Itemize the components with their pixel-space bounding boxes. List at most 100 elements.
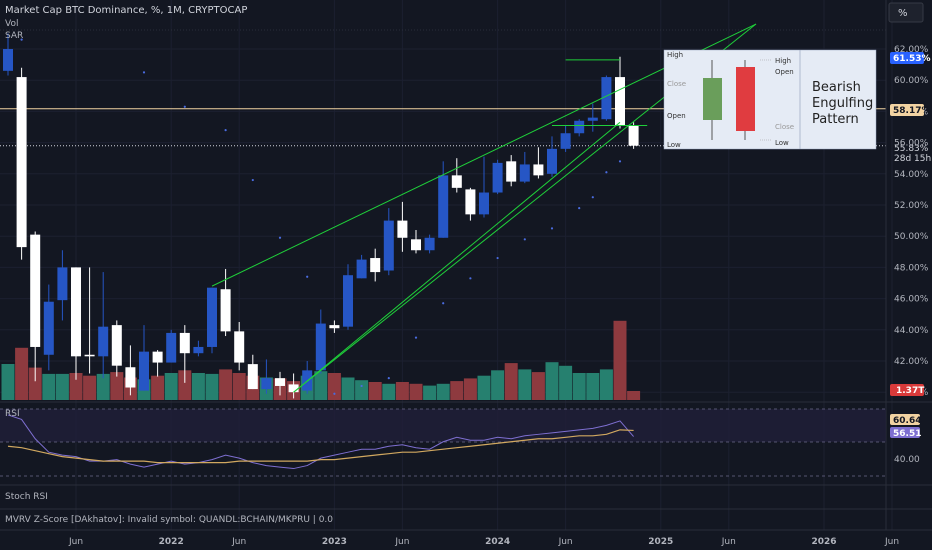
- sar-dot: [414, 336, 418, 339]
- candle: [615, 56, 625, 129]
- candle: [492, 159, 503, 195]
- time-tick: Jun: [394, 537, 409, 547]
- candle-body: [438, 175, 449, 238]
- badge-high: 61.53%: [893, 54, 931, 64]
- time-tick: 2025: [648, 537, 673, 547]
- rsi-pane[interactable]: RSI 60.64 56.51 40.00: [0, 408, 921, 477]
- time-tick: 2026: [811, 537, 836, 547]
- rsi-tick: 40.00: [894, 455, 920, 465]
- mvrv-label[interactable]: MVRV Z-Score [DAkhatov]: Invalid symbol:…: [5, 515, 333, 525]
- candle-body: [57, 267, 68, 301]
- candle: [315, 309, 326, 374]
- candle: [479, 156, 489, 218]
- candle-body: [601, 77, 612, 120]
- candle: [533, 147, 544, 179]
- time-axis[interactable]: Jun 2022 Jun 2023 Jun 2024 Jun 2025 Jun 2026 Jun: [68, 537, 899, 547]
- pattern-right-open: Open: [775, 68, 794, 76]
- candle: [193, 340, 204, 357]
- pattern-box: High Close Open Low High Open Close Low …: [663, 49, 877, 150]
- stoch-rsi-label[interactable]: Stoch RSI: [5, 492, 48, 502]
- candles[interactable]: [3, 33, 639, 399]
- sar-dot: [387, 377, 390, 380]
- time-tick: 2023: [322, 537, 347, 547]
- volume-bar: [164, 373, 178, 400]
- volume-bar: [613, 320, 627, 400]
- candle-body: [574, 120, 585, 134]
- candle: [438, 161, 449, 238]
- candle-body: [71, 267, 81, 357]
- rsi-ma-line: [7, 429, 634, 464]
- volume-bar: [518, 369, 532, 400]
- volume-bar: [436, 383, 450, 400]
- candle-body: [166, 332, 177, 363]
- pattern-right-high: High: [775, 57, 791, 65]
- sar-dot: [591, 196, 594, 199]
- price-axis[interactable]: 40.00%42.00%44.00%46.00%48.00%50.00%52.0…: [894, 45, 929, 398]
- sar-dot: [523, 238, 526, 241]
- candle-body: [261, 378, 272, 390]
- rsi-label[interactable]: RSI: [5, 409, 20, 419]
- candle-body: [479, 192, 489, 215]
- volume-bar: [586, 373, 600, 400]
- sar-dot: [469, 277, 472, 280]
- pattern-title-1: Bearish: [812, 80, 861, 95]
- volume-bar: [395, 382, 409, 400]
- percent-button[interactable]: %: [888, 2, 924, 23]
- candle: [247, 354, 258, 390]
- volume-bar: [15, 347, 29, 400]
- candle-body: [84, 354, 95, 357]
- candle: [275, 371, 285, 396]
- candle-body: [193, 346, 204, 354]
- candle: [424, 234, 435, 254]
- time-tick: Jun: [558, 537, 573, 547]
- trend-line: [293, 121, 621, 393]
- candle-body: [465, 189, 476, 215]
- volume-bar: [409, 383, 423, 400]
- candle: [370, 248, 381, 282]
- candle-body: [615, 77, 625, 126]
- candle-body: [275, 378, 285, 386]
- vol-label[interactable]: Vol: [5, 19, 18, 29]
- candle: [560, 125, 571, 152]
- volume-bar: [96, 373, 110, 400]
- volume-bar: [477, 375, 491, 400]
- candle-body: [587, 117, 598, 121]
- candle: [574, 119, 585, 137]
- candle: [16, 67, 27, 260]
- candle-body: [506, 161, 517, 182]
- candle-body: [3, 49, 13, 71]
- sar-dot: [306, 275, 309, 278]
- volume-bar: [327, 373, 341, 400]
- sar-dot: [578, 207, 581, 210]
- candle: [220, 268, 231, 337]
- price-tick: 52.00%: [894, 201, 929, 211]
- candle-body: [315, 323, 326, 371]
- candle: [411, 229, 421, 254]
- candle: [30, 231, 41, 382]
- volume-bar: [463, 378, 477, 400]
- volume-bar: [178, 370, 192, 400]
- candle: [152, 350, 163, 377]
- candle-body: [139, 351, 149, 391]
- pattern-right-low: Low: [775, 139, 789, 147]
- volume-bar: [28, 367, 42, 400]
- candle: [111, 320, 122, 377]
- pattern-title-2: Engulfing: [812, 96, 873, 111]
- volume-bar: [232, 373, 246, 400]
- volume-bar: [599, 369, 613, 400]
- percent-button-label[interactable]: %: [898, 8, 908, 19]
- sar-label[interactable]: SAR: [5, 31, 23, 41]
- candle: [125, 345, 136, 396]
- volume-bar: [450, 381, 464, 400]
- badge-volume: 1.37T: [896, 386, 925, 396]
- time-tick: Jun: [231, 537, 246, 547]
- candle: [139, 325, 149, 391]
- candle: [57, 250, 68, 321]
- candle: [207, 287, 217, 354]
- candle-body: [356, 259, 367, 279]
- candle: [179, 325, 190, 383]
- candle-body: [519, 164, 530, 182]
- time-tick: Jun: [721, 537, 736, 547]
- candle-body: [247, 364, 258, 390]
